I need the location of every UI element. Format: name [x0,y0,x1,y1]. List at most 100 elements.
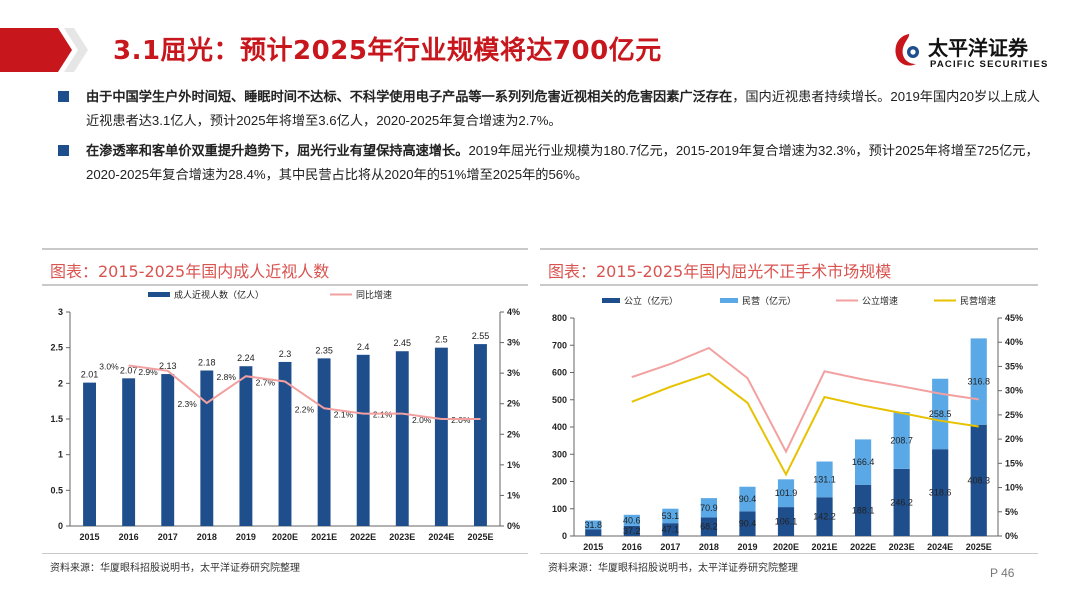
bullet-text: ，国内近视患者持续增长。2019年国内20岁以上成人近视患者达3.1亿人，预计2… [86,89,1040,128]
x-tick-label: 2024E [428,532,454,542]
x-tick-label: 2022E [850,542,876,550]
bar-data-label: 2.13 [159,361,177,371]
y2-tick-label: 3% [507,368,520,378]
y-tick-label: 0 [562,531,567,541]
bar-data-label: 2.45 [394,338,412,348]
right-chart-title: 图表：2015-2025年国内屈光不正手术市场规模 [548,262,892,281]
bar-public [585,529,602,536]
y2-tick-label: 35% [1005,361,1023,371]
y-tick-label: 0.5 [50,485,63,495]
x-tick-label: 2016 [119,532,139,542]
y2-tick-label: 20% [1005,434,1023,444]
y-tick-label: 400 [552,422,567,432]
bullet-bold-text: 在渗透率和客单价双重提升趋势下，屈光行业有望保持高速增长。 [86,143,469,158]
left-chart-title: 图表：2015-2025年国内成人近视人数 [50,262,330,281]
bar [356,354,370,526]
bar-private [893,412,910,469]
right-chart: 0 100 200 300 400 500 600 700 800 0% 5% 10% 15% 20% 25… [552,295,1023,550]
x-tick-label: 2023E [889,542,915,550]
bar-data-label: 2.5 [435,335,448,345]
y2-tick-label: 0% [507,521,520,531]
logo-text-cn: 太平洋证券 [928,36,1028,60]
y2-tick-label: 4% [507,307,520,317]
bar-data-label: 2.35 [315,345,333,355]
line-data-label: 2.7% [256,378,276,388]
legend-label: 民营（亿元） [742,295,796,306]
bar-private-label: 90.4 [739,494,757,504]
right-panel-top-rule [540,248,1038,250]
bar [83,382,96,526]
x-tick-label: 2015 [583,542,603,550]
x-tick-label: 2023E [389,532,415,542]
bar-public [777,507,795,536]
bar-private [585,520,602,530]
bar-private [932,378,949,450]
bar-data-label: 2.18 [198,357,216,367]
y-tick-label: 100 [552,504,567,514]
legend-label: 公立（亿元） [624,295,678,306]
line-data-label: 2.1% [373,410,393,420]
x-tick-label: 2019 [236,532,256,542]
x-tick-label: 2016 [622,542,642,550]
bar [395,351,409,526]
y2-tick-label: 25% [1005,410,1023,420]
right-panel-title-rule [540,284,1038,286]
bar-private-label: 101.9 [775,488,798,498]
x-tick-label: 2015 [80,532,100,542]
bar [200,370,214,526]
bar-public [816,497,833,536]
bar-data-label: 2.4 [357,342,370,352]
x-tick-label: 2018 [699,542,719,550]
bar-private [816,461,833,498]
public-growth-line [631,346,979,454]
growth-line [128,364,481,420]
line-data-label: 2.2% [295,404,315,414]
left-chart-source: 资料来源：华厦眼科招股说明书，太平洋证券研究院整理 [50,563,300,574]
bar-public-label: 408.3 [967,475,990,485]
left-chart: 0 0.5 1 1.5 2 2.5 3 0% 1% 1% 2% 2% 3% 3% 4% 2015 2.01 201… [50,289,520,542]
bar-public-label: 188.1 [852,505,875,515]
y2-tick-label: 30% [1005,386,1023,396]
y2-tick-label: 2% [507,399,520,409]
y-tick-label: 2 [58,378,63,388]
bar [239,366,253,526]
bar-data-label: 2.24 [237,353,255,363]
bar-private [662,508,679,524]
y2-tick-label: 3% [507,338,520,348]
bar-private-label: 53.1 [662,511,680,521]
y-tick-label: 800 [552,313,567,323]
legend-swatch-private [720,298,738,303]
bar-private [777,479,795,508]
legend-swatch-bar [148,292,170,297]
left-panel-title-rule [42,284,528,286]
left-panel-top-rule [42,248,528,250]
right-panel-bottom-rule [540,553,1038,554]
bar-private-label: 131.1 [813,474,836,484]
y-tick-label: 600 [552,368,567,378]
bullet-square-icon [58,91,69,102]
legend-label: 民营增速 [960,295,996,306]
y2-tick-label: 45% [1005,313,1023,323]
bar-private [854,439,872,485]
y2-tick-label: 2% [507,429,520,439]
bar-private [739,486,756,512]
bar-public-label: 68.2 [700,522,718,532]
x-tick-label: 2017 [660,542,680,550]
y2-tick-label: 0% [1005,531,1018,541]
page-title: 3.1屈光：预计2025年行业规模将达700亿元 [113,36,662,66]
y-tick-label: 200 [552,477,567,487]
bar [122,378,136,526]
x-tick-label: 2022E [350,532,376,542]
bar-private [970,338,987,425]
y2-tick-label: 10% [1005,483,1023,493]
bar [434,347,448,526]
line-data-label: 3.0% [99,362,119,372]
bar-public [970,424,987,536]
left-panel-bottom-rule [42,553,528,554]
bar-public-label: 246.2 [890,497,913,507]
line-data-label: 2.0% [412,415,432,425]
bar [317,358,331,526]
y2-tick-label: 40% [1005,337,1023,347]
line-data-label: 2.1% [334,410,354,420]
bar-public-label: 90.4 [739,519,757,529]
